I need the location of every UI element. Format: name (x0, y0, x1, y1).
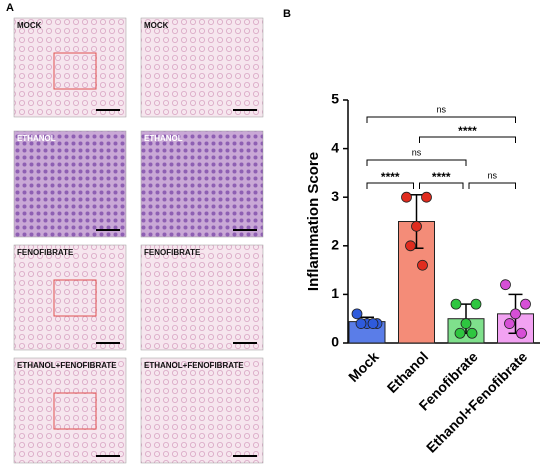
significance-label: ns (436, 104, 446, 114)
data-point (421, 191, 432, 203)
data-point (417, 259, 428, 271)
significance-bracket (366, 159, 467, 166)
micrograph (13, 357, 127, 464)
y-tick-label: 4 (331, 139, 339, 155)
data-point (411, 220, 422, 232)
zoom-box (53, 279, 97, 317)
image-label: MOCK (17, 21, 42, 30)
image-label: FENOFIBRATE (144, 248, 201, 257)
significance-label: **** (381, 170, 400, 184)
significance-bracket (419, 136, 516, 143)
zoom-box (53, 52, 97, 90)
data-point (500, 279, 511, 291)
data-point (355, 318, 367, 329)
y-tick-label: 1 (331, 285, 339, 301)
micrograph (140, 17, 264, 118)
micrograph (13, 130, 127, 238)
y-tick-label: 2 (331, 237, 339, 253)
significance-label: ns (487, 170, 497, 180)
micrograph (13, 17, 127, 118)
data-point (470, 298, 482, 310)
significance-label: **** (458, 124, 477, 138)
micrograph (140, 130, 264, 238)
x-tick-label: Ethanol+Fenofibrate (423, 348, 530, 455)
data-point (460, 318, 472, 329)
significance-bracket (366, 116, 516, 123)
significance-bracket (468, 182, 516, 189)
data-point (405, 240, 416, 252)
image-label: ETHANOL+FENOFIBRATE (17, 361, 117, 370)
y-tick-label: 0 (331, 334, 339, 350)
data-point (351, 308, 363, 320)
data-point (401, 191, 412, 203)
data-point (466, 327, 478, 339)
image-label: ETHANOL+FENOFIBRATE (144, 361, 244, 370)
x-tick-label: Mock (345, 348, 382, 385)
image-label: FENOFIBRATE (17, 248, 74, 257)
image-label: ETHANOL (17, 134, 56, 143)
data-point (450, 298, 462, 310)
data-point (454, 327, 466, 339)
data-point (367, 318, 379, 329)
data-point (504, 318, 515, 329)
x-tick-label: Ethanol (384, 348, 432, 396)
zoom-box (53, 392, 97, 430)
significance-label: ns (412, 147, 422, 157)
panel-label: A (6, 2, 14, 14)
micrograph (140, 244, 264, 351)
panel-label: B (283, 8, 291, 20)
image-label: ETHANOL (144, 134, 183, 143)
y-tick-label: 5 (331, 91, 339, 107)
data-point (516, 327, 527, 339)
micrograph (140, 357, 264, 464)
image-label: MOCK (144, 21, 169, 30)
y-tick-label: 3 (331, 188, 339, 204)
significance-bracket (419, 182, 464, 189)
micrograph (13, 244, 127, 351)
data-point (520, 298, 531, 310)
data-point (510, 308, 521, 320)
significance-label: **** (432, 170, 451, 184)
y-axis-label: Inflammation Score (305, 152, 322, 291)
significance-bracket (366, 182, 414, 189)
